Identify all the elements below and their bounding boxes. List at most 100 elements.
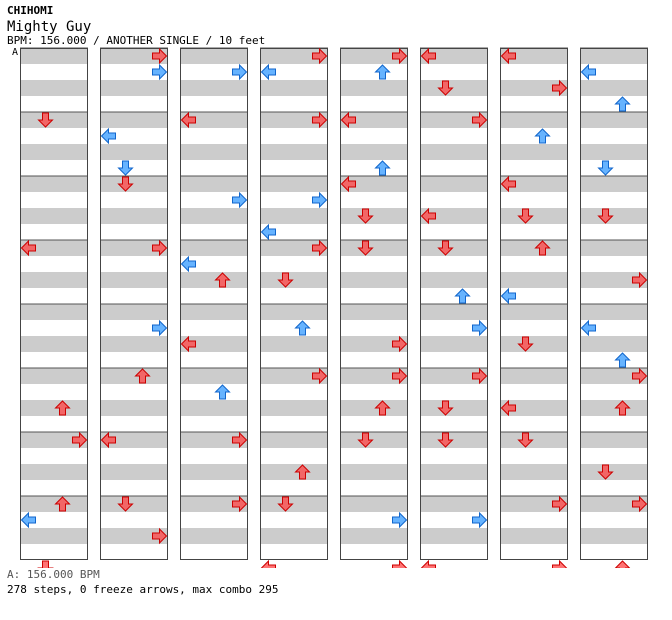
step-arrow-left-icon [100,127,116,145]
step-arrow-down-icon [277,272,294,288]
step-arrow-left-icon [340,111,356,129]
beat-stripe [100,112,168,128]
step-arrow-up-icon [294,320,311,336]
step-arrow-up-icon [294,464,311,480]
step-arrow-down-icon [357,208,374,224]
beat-stripe [580,496,648,512]
step-arrow-right-icon [152,47,168,65]
step-arrow-down-icon [517,208,534,224]
beat-stripe [20,48,88,64]
step-arrow-down-icon [117,160,134,176]
column-border [100,48,168,560]
step-arrow-down-icon [597,208,614,224]
chart-column [20,47,88,568]
bpm-line: A: 156.000 BPM [7,568,100,581]
step-arrow-up-icon [54,400,71,416]
beat-stripe [340,496,408,512]
beat-stripe [180,304,248,320]
beat-stripe [340,240,408,256]
step-arrow-down-icon [37,560,54,568]
beat-stripe [260,304,328,320]
step-arrow-down-icon [437,80,454,96]
beat-stripe [100,240,168,256]
beat-stripe [580,208,648,224]
beat-stripe [100,432,168,448]
chart-column [180,47,248,560]
beat-stripe [100,368,168,384]
beat-stripe [420,112,488,128]
beat-stripe [20,400,88,416]
step-arrow-left-icon [340,175,356,193]
beat-stripe [580,112,648,128]
step-arrow-right-icon [232,191,248,209]
beat-stripe [260,240,328,256]
step-arrow-right-icon [312,47,328,65]
beat-stripe [500,112,568,128]
step-arrow-right-icon [72,431,88,449]
step-arrow-left-icon [500,399,516,417]
step-arrow-left-icon [180,335,196,353]
column-border [20,48,88,560]
beat-stripe [100,336,168,352]
beat-stripe [340,80,408,96]
step-arrow-left-icon [580,63,596,81]
beat-stripe [20,432,88,448]
beat-stripe [500,176,568,192]
step-arrow-left-icon [260,559,276,568]
beat-stripe [180,464,248,480]
beat-stripe [340,304,408,320]
step-arrow-up-icon [54,496,71,512]
beat-stripe [180,144,248,160]
beat-stripe [580,144,648,160]
beat-stripe [20,144,88,160]
step-arrow-up-icon [374,400,391,416]
beat-stripe [420,272,488,288]
step-arrow-down-icon [357,240,374,256]
beat-stripe [500,144,568,160]
beat-stripe [260,496,328,512]
beat-stripe [260,112,328,128]
beat-stripe [20,464,88,480]
beat-stripe [420,464,488,480]
beat-stripe [100,304,168,320]
beat-stripe [580,48,648,64]
beat-stripe [340,368,408,384]
beat-stripe [180,336,248,352]
beat-stripe [420,208,488,224]
beat-stripe [580,304,648,320]
beat-stripe [20,208,88,224]
step-arrow-down-icon [597,160,614,176]
step-arrow-up-icon [534,128,551,144]
beat-stripe [340,528,408,544]
beat-stripe [500,272,568,288]
beat-stripe [500,464,568,480]
beat-stripe [340,432,408,448]
step-arrow-up-icon [454,288,471,304]
step-arrow-right-icon [392,47,408,65]
beat-stripe [420,528,488,544]
beat-stripe [500,400,568,416]
step-arrow-left-icon [580,319,596,337]
chart-column [340,47,408,568]
beat-stripe [180,400,248,416]
beat-stripe [100,272,168,288]
beat-stripe [500,496,568,512]
step-arrow-down-icon [437,400,454,416]
beat-stripe [580,400,648,416]
beat-stripe [420,48,488,64]
step-arrow-left-icon [20,511,36,529]
beat-stripe [260,176,328,192]
step-arrow-down-icon [277,496,294,512]
column-border [420,48,488,560]
step-arrow-right-icon [472,367,488,385]
beat-stripe [580,80,648,96]
step-arrow-right-icon [632,271,648,289]
beat-stripe [500,48,568,64]
beat-stripe [100,80,168,96]
beat-stripe [180,528,248,544]
column-border [180,48,248,560]
beat-stripe [100,528,168,544]
beat-stripe [260,208,328,224]
step-arrow-right-icon [632,367,648,385]
step-arrow-right-icon [552,495,568,513]
